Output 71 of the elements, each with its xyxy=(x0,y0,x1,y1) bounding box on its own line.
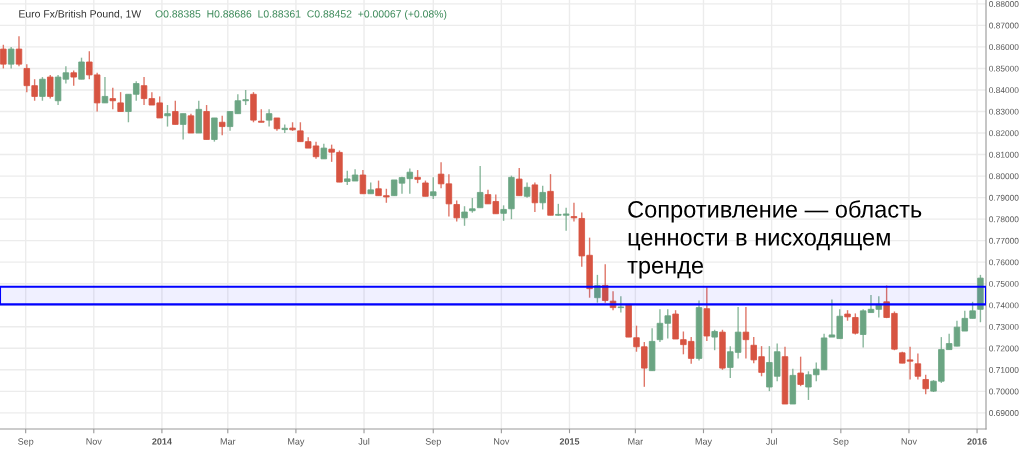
candlestick xyxy=(453,199,460,223)
y-tick-label: 0.73000 xyxy=(989,323,1019,330)
x-tick-label: Jul xyxy=(765,438,777,445)
x-tick-label: Sep xyxy=(425,438,441,447)
candlestick xyxy=(164,104,171,128)
candlestick xyxy=(914,352,922,381)
y-tick-label: 0.70000 xyxy=(989,388,1019,395)
x-tick-label: 2016 xyxy=(967,438,987,445)
y-tick-label: 0.87000 xyxy=(989,22,1019,29)
y-tick-label: 0.83000 xyxy=(989,108,1019,115)
band-label: Сопротивление — область ценности в нисходящем тренде xyxy=(627,200,922,279)
x-tick-label: Nov xyxy=(494,438,510,445)
y-tick-label: 0.82000 xyxy=(989,130,1019,137)
candlestick xyxy=(430,176,437,200)
candlestick xyxy=(15,35,23,67)
text: O0.88385 H0.88686 L0.88361 C0.88452 +0.00067 (+0.08%) xyxy=(155,9,447,20)
x-tick-label: Jul xyxy=(358,438,370,445)
candlestick xyxy=(211,117,218,143)
candlestick xyxy=(109,87,116,111)
candlestick xyxy=(195,100,202,134)
y-tick-label: 0.79000 xyxy=(989,194,1019,201)
candlestick xyxy=(172,100,179,126)
candlestick xyxy=(570,202,578,223)
candlestick xyxy=(531,181,539,213)
y-tick-label: 0.81000 xyxy=(989,151,1019,158)
y-tick-label: 0.80000 xyxy=(989,173,1019,180)
x-tick-label: May xyxy=(288,438,305,447)
candlestick xyxy=(742,306,750,360)
x-tick-label: 2014 xyxy=(152,438,172,445)
y-tick-label: 0.76000 xyxy=(989,259,1019,266)
candlestick xyxy=(516,167,523,197)
candlestick xyxy=(461,205,468,227)
candlestick xyxy=(179,112,187,141)
candlestick xyxy=(539,185,546,211)
y-tick-label: 0.88000 xyxy=(989,1,1019,7)
text: Euro Fx/British Pound, 1W xyxy=(19,9,142,19)
candlestick xyxy=(117,91,124,113)
x-tick-label: May xyxy=(695,438,712,447)
y-tick-label: 0.72000 xyxy=(989,345,1019,352)
candlestick xyxy=(797,355,804,387)
y-tick-label: 0.78000 xyxy=(989,216,1019,223)
candlestick xyxy=(359,169,367,195)
candlestick xyxy=(922,374,929,396)
candlestick xyxy=(711,329,718,351)
x-tick-label: Nov xyxy=(901,438,917,445)
candlestick xyxy=(39,76,46,102)
candlestick xyxy=(78,56,85,80)
x-tick-label: Sep xyxy=(833,438,849,447)
candlestick xyxy=(476,165,484,209)
y-tick-label: 0.77000 xyxy=(989,237,1019,244)
y-tick-label: 0.84000 xyxy=(989,87,1019,94)
candlestick xyxy=(617,295,625,314)
x-tick-label: Nov xyxy=(86,438,102,445)
y-tick-label: 0.85000 xyxy=(989,65,1019,72)
candlestick xyxy=(0,44,7,70)
x-tick-label: Sep xyxy=(18,438,34,447)
candlestick xyxy=(219,115,226,136)
candlestick xyxy=(547,173,554,216)
x-tick-label: Mar xyxy=(628,438,643,445)
y-tick-label: 0.69000 xyxy=(989,410,1019,416)
y-tick-label: 0.71000 xyxy=(989,367,1019,373)
candlestick xyxy=(101,76,109,104)
y-tick-label: 0.75000 xyxy=(989,280,1019,287)
y-tick-label: 0.86000 xyxy=(989,44,1019,51)
candlestick xyxy=(594,274,601,304)
candlestick xyxy=(7,46,15,70)
candlestick xyxy=(187,112,195,134)
x-tick-label: 2015 xyxy=(559,438,580,445)
x-tick-label: Mar xyxy=(220,438,236,445)
y-tick-label: 0.74000 xyxy=(989,302,1019,309)
candlestick xyxy=(47,74,54,100)
